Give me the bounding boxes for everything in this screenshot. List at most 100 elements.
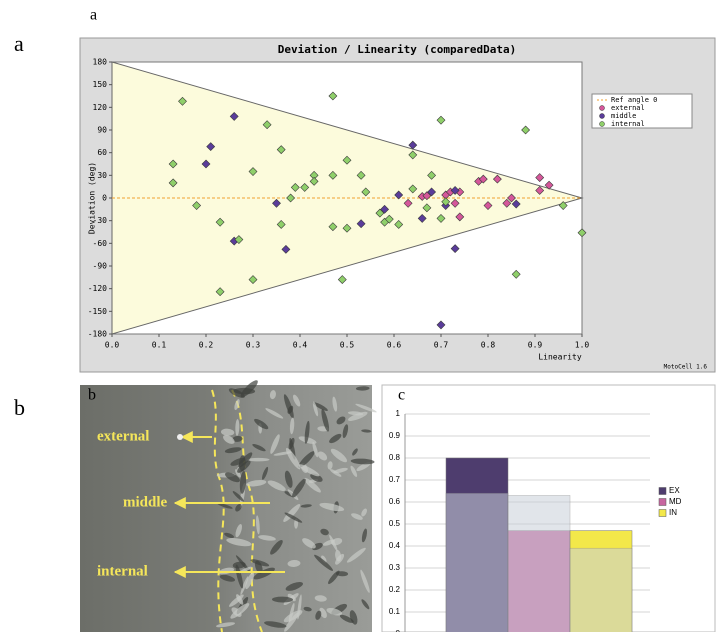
image-label: internal <box>97 563 148 579</box>
legend-swatch <box>658 498 667 506</box>
panel-label: c <box>398 387 405 404</box>
cell <box>320 528 329 536</box>
cell <box>335 571 349 577</box>
y-tick-label: 30 <box>97 171 107 180</box>
cell <box>234 399 240 410</box>
cell <box>292 478 306 498</box>
data-point <box>450 198 460 208</box>
data-point <box>483 201 493 210</box>
y-tick-label: -180 <box>88 330 107 339</box>
cell <box>331 538 343 546</box>
cell <box>245 572 255 590</box>
data-point <box>309 176 319 186</box>
data-point <box>417 213 427 223</box>
x-tick-label: 0.1 <box>152 341 167 350</box>
cell <box>321 555 327 563</box>
legend-swatch <box>599 105 605 111</box>
cell <box>235 503 242 512</box>
cell <box>289 417 295 435</box>
y-tick-label: -150 <box>88 307 107 316</box>
x-axis-label: Linearity <box>538 353 582 362</box>
data-point <box>492 174 502 184</box>
data-point <box>394 190 404 200</box>
x-tick-label: 1.0 <box>575 341 590 350</box>
data-point <box>408 140 418 150</box>
cell <box>330 448 348 463</box>
cell <box>361 508 367 517</box>
cell <box>361 429 372 433</box>
cell <box>335 549 342 562</box>
cell <box>254 418 269 430</box>
cell <box>232 491 244 502</box>
x-tick-label: 0.2 <box>199 341 214 350</box>
cell <box>219 574 236 582</box>
cell <box>302 538 316 549</box>
cell <box>360 569 370 593</box>
chart-title: Deviation / Linearity (comparedData) <box>278 43 516 56</box>
cell <box>304 420 310 444</box>
data-point <box>215 287 225 297</box>
data-point <box>535 186 545 195</box>
cell <box>255 515 260 535</box>
cell <box>342 424 349 439</box>
y-tick-label: -120 <box>88 284 107 293</box>
panel-label: a <box>14 31 24 56</box>
cell <box>262 466 269 480</box>
y-tick-label: 0.2 <box>389 585 401 594</box>
y-tick-label: 0.7 <box>389 475 401 484</box>
cell <box>284 470 293 488</box>
y-tick-label: 0.1 <box>389 607 401 616</box>
data-point <box>272 198 281 208</box>
data-point <box>337 275 347 285</box>
data-point <box>300 182 310 192</box>
data-point <box>507 193 516 203</box>
cell <box>315 610 322 620</box>
cell <box>258 535 276 541</box>
cell <box>329 433 342 444</box>
cell <box>314 595 327 602</box>
data-point <box>276 220 286 229</box>
cell <box>238 452 253 468</box>
cell <box>319 607 327 619</box>
data-point <box>248 275 258 285</box>
legend-label: Ref angle 0 <box>611 96 657 104</box>
cell <box>247 457 270 462</box>
cell <box>336 416 346 425</box>
data-point <box>558 201 568 210</box>
cell <box>361 528 368 543</box>
cell <box>235 469 241 478</box>
cell <box>250 559 270 567</box>
cell <box>235 524 242 538</box>
data-point <box>356 170 366 180</box>
data-point <box>427 187 437 197</box>
cell <box>267 480 286 491</box>
y-tick-label: 0 <box>396 629 401 632</box>
data-point <box>361 187 371 197</box>
cell <box>352 448 358 456</box>
data-point <box>511 269 521 279</box>
legend-swatch <box>599 121 605 127</box>
panel-label: b <box>88 387 96 404</box>
data-point <box>276 145 286 155</box>
data-point <box>422 203 432 213</box>
x-tick-label: 0.8 <box>481 341 496 350</box>
cell <box>283 394 294 419</box>
image-background <box>80 385 372 632</box>
data-point <box>535 173 545 183</box>
microscopy-image <box>80 380 377 632</box>
bar <box>445 492 509 632</box>
cell <box>224 447 242 454</box>
y-tick-label: 0.9 <box>389 431 401 440</box>
y-axis-label: Deviation (deg) <box>88 162 97 234</box>
cell <box>298 451 315 468</box>
cell <box>270 539 283 555</box>
cell <box>226 538 252 547</box>
cell <box>350 465 358 478</box>
cell <box>239 471 247 494</box>
cell <box>233 387 256 395</box>
x-tick-label: 0.6 <box>387 341 402 350</box>
y-tick-label: 150 <box>93 80 108 89</box>
data-point <box>436 115 446 125</box>
data-point <box>168 178 178 188</box>
data-point <box>577 228 587 238</box>
